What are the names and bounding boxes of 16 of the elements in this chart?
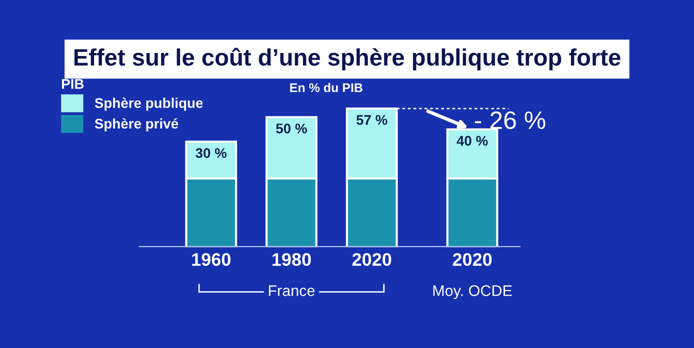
x-tick-label: 2020 xyxy=(352,253,392,266)
x-tick-label: 1980 xyxy=(272,253,311,266)
chart-subtitle: En % du PIB xyxy=(290,82,362,92)
x-tick-label: 1960 xyxy=(192,253,230,266)
legend-label: Sphère publique xyxy=(94,98,203,111)
data-label: 30 % xyxy=(196,148,227,158)
data-label: 40 % xyxy=(456,136,488,146)
data-label: 57 % xyxy=(356,115,388,125)
legend-label: Sphère privé xyxy=(94,118,178,132)
text: France xyxy=(268,285,315,296)
chart-title: Effet sur le coût d’une sphère publique trop forte xyxy=(74,48,620,70)
data-label: 50 % xyxy=(276,124,307,134)
text: Moy. OCDE xyxy=(433,285,512,300)
annotation: - 26 % xyxy=(475,111,546,130)
x-tick-label: 2020 xyxy=(452,253,492,266)
legend-title: PIB xyxy=(62,79,84,89)
